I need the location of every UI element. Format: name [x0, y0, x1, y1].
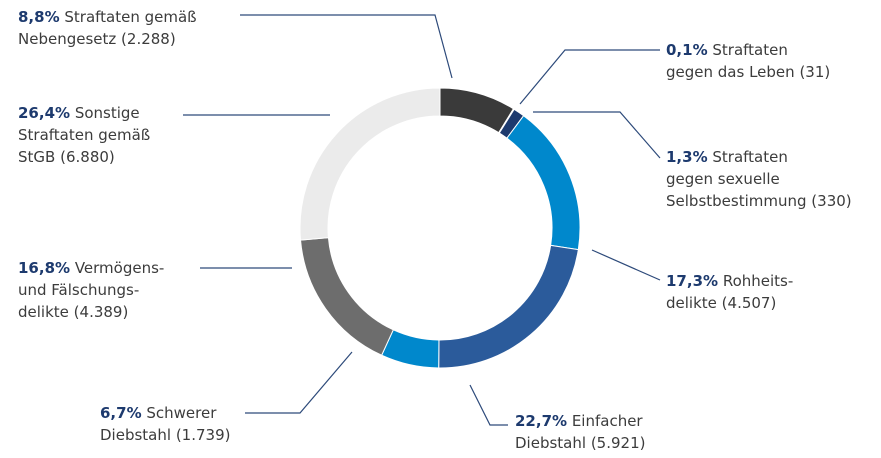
count-label: (5.921): [590, 434, 646, 452]
count-label: (2.288): [121, 30, 176, 48]
leader-line: [591, 249, 661, 281]
count-label: (4.389): [73, 303, 129, 321]
leader-line: [469, 384, 508, 426]
segment-label: 6,7% Schwerer Diebstahl (1.739): [100, 402, 230, 446]
segment-label: 8,8% Straftaten gemäß Nebengesetz (2.288…: [18, 6, 197, 50]
percent-label: 0,1%: [666, 41, 708, 59]
category-label: Straftaten gegen das Leben: [666, 41, 795, 81]
segment-label: 17,3% Rohheits- delikte (4.507): [666, 270, 793, 314]
count-label: (6.880): [60, 148, 115, 166]
count-label: (4.507): [721, 294, 777, 312]
leader-lines: [183, 14, 661, 426]
leader-line: [245, 351, 353, 414]
leader-line: [240, 14, 453, 79]
count-label: (330): [811, 192, 852, 210]
segment-label: 26,4% Sonstige Straftaten gemäß StGB (6.…: [18, 102, 150, 168]
leader-line: [519, 49, 660, 105]
segment: [506, 115, 581, 251]
percent-label: 6,7%: [100, 404, 142, 422]
percent-label: 17,3%: [666, 272, 719, 290]
leader-line: [533, 111, 661, 159]
category-label: Vermögens- und Fälschungs- delikte: [18, 259, 165, 321]
percent-label: 22,7%: [515, 412, 568, 430]
segments: [299, 87, 581, 369]
percent-label: 1,3%: [666, 148, 708, 166]
percent-label: 16,8%: [18, 259, 71, 277]
count-label: (31): [799, 63, 831, 81]
category-label: Straftaten gemäß Nebengesetz: [18, 8, 197, 48]
segment-label: 1,3% Straftaten gegen sexuelle Selbstbes…: [666, 146, 852, 212]
category-label: Straftaten gegen sexuelle Selbstbestimmu…: [666, 148, 807, 210]
segment-label: 22,7% Einfacher Diebstahl (5.921): [515, 410, 645, 454]
count-label: (1.739): [175, 426, 231, 444]
segment-label: 0,1% Straftaten gegen das Leben (31): [666, 39, 830, 83]
category-label: Rohheits- delikte: [666, 272, 794, 312]
segment-label: 16,8% Vermögens- und Fälschungs- delikte…: [18, 257, 164, 323]
category-label: Einfacher Diebstahl: [515, 412, 643, 452]
segment: [299, 237, 394, 356]
segment: [299, 87, 441, 241]
percent-label: 26,4%: [18, 104, 71, 122]
category-label: Schwerer Diebstahl: [100, 404, 217, 444]
segment: [438, 244, 579, 369]
category-label: Sonstige Straftaten gemäß StGB: [18, 104, 151, 166]
percent-label: 8,8%: [18, 8, 60, 26]
